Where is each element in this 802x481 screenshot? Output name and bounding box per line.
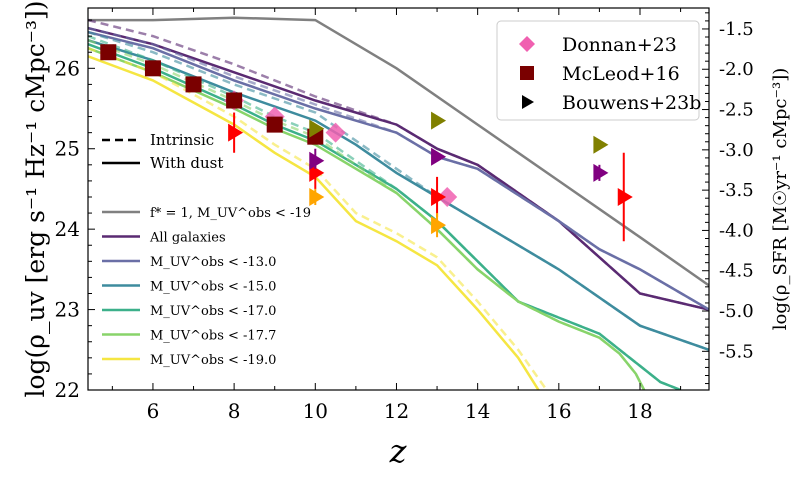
point-square-2 [185,76,202,93]
y-tick-label: 23 [55,298,80,322]
series-dashed-1 [88,18,709,311]
legend-with-dust: With dust [150,154,223,172]
point-triangle-5 [431,147,447,166]
legend-triangle-marker [522,95,534,109]
x-tick-label: 16 [546,399,571,423]
series-line-4 [88,43,682,390]
observation-points [100,44,633,242]
x-tick-label: 12 [384,399,409,423]
legend-mcleod: McLeod+16 [562,63,680,85]
series-line-3 [88,39,709,351]
x-axis-label: z [389,432,408,470]
model-lines [88,16,709,390]
point-square-3 [226,92,243,109]
legend-donnan: Donnan+23 [562,34,677,56]
y-axis-label: log(ρ_uv [erg s⁻¹ Hz⁻¹ cMpc⁻³]) [21,0,50,397]
axis-ticks: 6 8 10 12 14 16 18 22 23 24 25 26 -1.5 -2.0 -2.5 -3.0 -3… [55,8,754,423]
legend-bouwens: Bouwens+23b [562,92,701,114]
series-dashed-6 [88,47,548,390]
x-tick-label: 8 [228,399,241,423]
y-tick-label-right: -3.0 [719,140,754,161]
x-tick-label: 14 [465,399,490,423]
legend-series-label-0: f* = 1, M_UV^obs < -19 [150,206,311,221]
x-tick-label: 6 [147,399,160,423]
y-tick-label-right: -3.5 [719,180,754,201]
y-tick-label: 26 [55,56,80,80]
legend-series-label-3: M_UV^obs < -15.0 [150,280,276,295]
legend-series-label-2: M_UV^obs < -13.0 [150,255,276,270]
point-diamond-2 [325,122,346,143]
point-triangle-11 [593,135,609,154]
point-square-0 [100,44,117,61]
x-tick-label: 18 [627,399,652,423]
y-tick-label-right: -1.5 [719,19,754,40]
point-triangle-7 [309,187,325,206]
point-square-1 [144,60,161,77]
point-diamond-3 [437,186,458,207]
series-line-0 [88,16,709,287]
legend-intrinsic: Intrinsic [150,131,214,149]
legend-series-label-6: M_UV^obs < -19.0 [150,353,276,368]
point-triangle-4 [309,151,325,170]
point-square-4 [266,116,283,133]
series-line-6 [88,55,540,390]
y-axis-label-right: log(ρ_SFR [M☉yr⁻¹ cMpc⁻³]) [770,68,791,331]
y-tick-label-right: -2.5 [719,100,754,121]
legend-square-marker [520,66,534,80]
point-triangle-1 [309,163,325,182]
point-triangle-3 [617,187,633,206]
y-tick-label: 25 [55,137,80,161]
y-tick-label: 24 [55,217,80,241]
legend-series: f* = 1, M_UV^obs < -19 All galaxies M_UV^o… [102,206,311,368]
series-line-1 [88,26,709,311]
plot-frame [87,7,710,391]
legend-series-label-1: All galaxies [149,231,226,246]
y-tick-label: 22 [55,378,80,402]
legend-line-style: Intrinsic With dust [102,131,223,172]
y-tick-label-right: -4.5 [719,261,754,282]
y-tick-label-right: -4.0 [719,220,754,241]
point-triangle-9 [309,119,325,138]
point-triangle-2 [431,187,447,206]
point-triangle-6 [593,163,609,182]
y-tick-label-right: -2.0 [719,59,754,80]
y-tick-label-right: -5.0 [719,301,754,322]
x-tick-label: 10 [303,399,328,423]
point-triangle-0 [228,123,244,142]
legend-series-label-5: M_UV^obs < -17.7 [150,329,276,344]
point-triangle-8 [431,216,447,235]
legend-observations: Donnan+23 McLeod+16 Bouwens+23b [496,20,701,121]
point-triangle-10 [431,111,447,130]
y-tick-label-right: -5.5 [719,341,754,362]
legend-diamond-marker [519,36,535,52]
legend-series-label-4: M_UV^obs < -17.0 [150,304,276,319]
legend-observations-box [496,20,700,121]
